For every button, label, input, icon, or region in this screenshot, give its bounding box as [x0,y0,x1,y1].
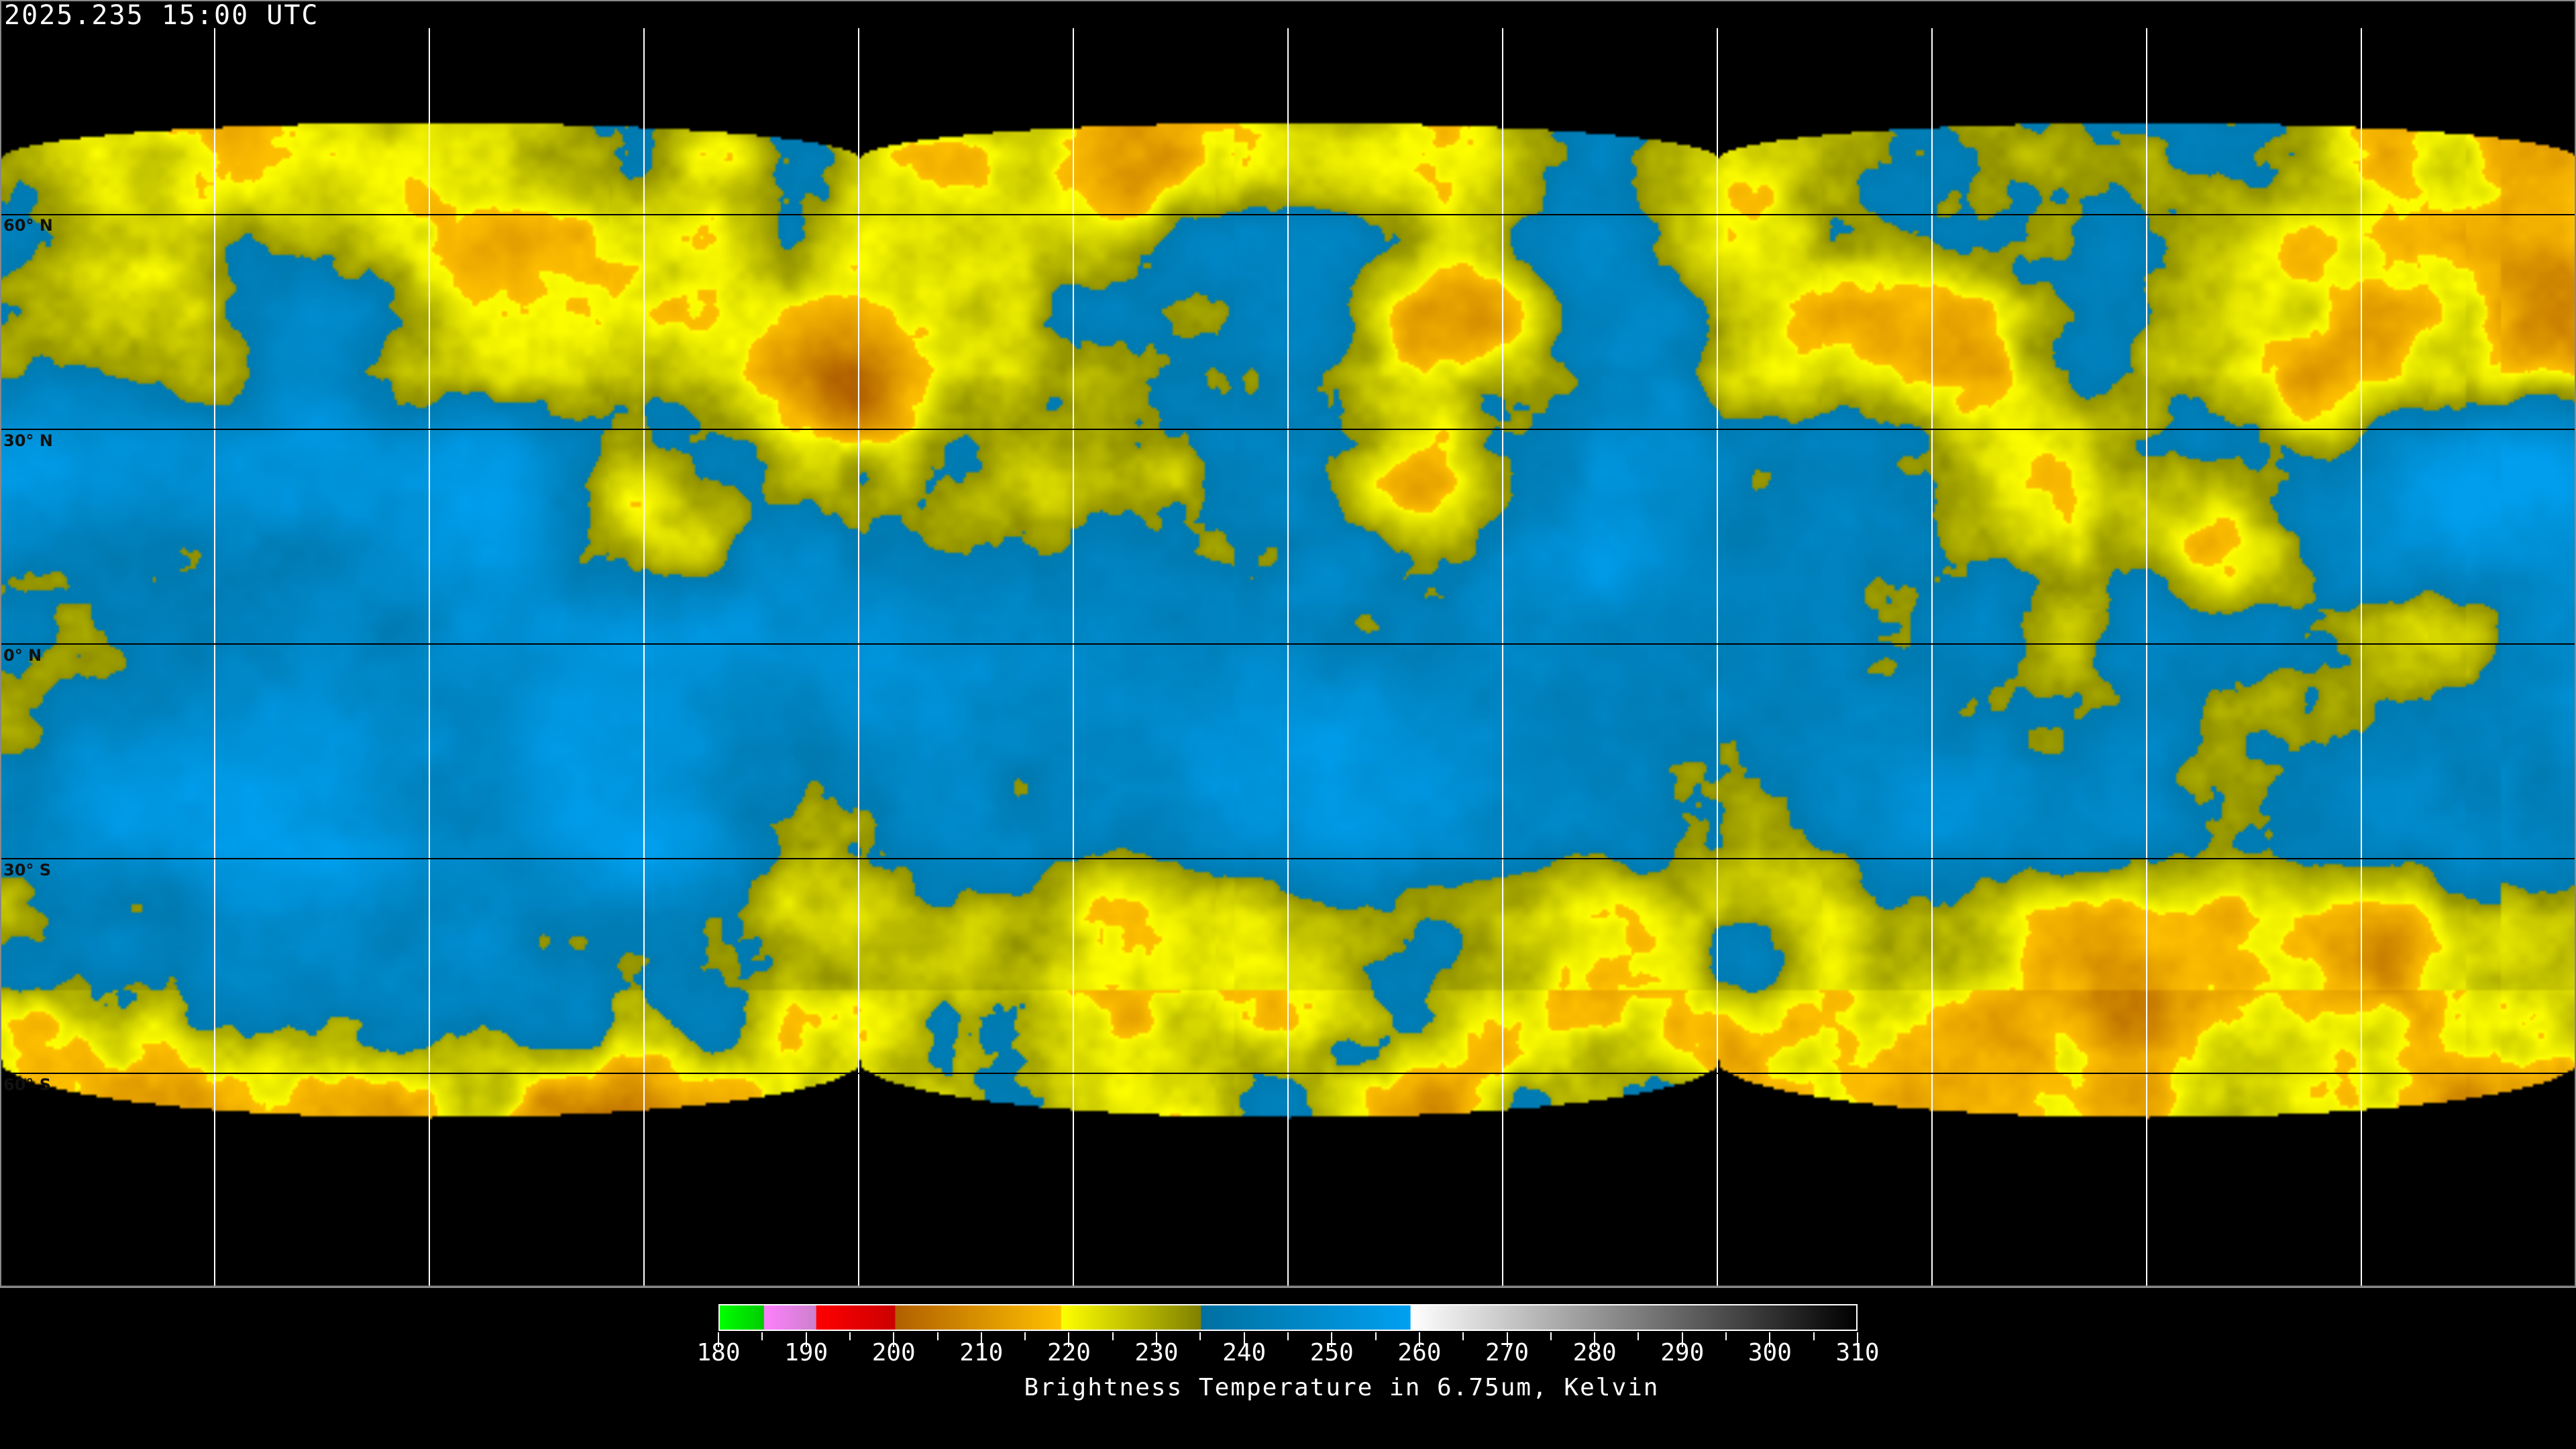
colorbar-tick [1199,1332,1201,1340]
colorbar-tick [1375,1332,1377,1340]
colorbar-tick [849,1332,851,1340]
colorbar-tick [718,1332,719,1347]
colorbar-tick [1331,1332,1333,1347]
lat-label-30s: 30° S [3,861,52,879]
colorbar-tick-label: 220 [1046,1339,1091,1366]
colorbar-tick-label: 270 [1485,1339,1529,1366]
timestamp: 2025.235 15:00 UTC [4,0,319,31]
colorbar-tick [761,1332,763,1340]
colorbar-tick [980,1332,982,1347]
colorbar [718,1304,1858,1331]
colorbar-title: Brightness Temperature in 6.75um, Kelvin [1024,1374,1660,1401]
colorbar-tick [1550,1332,1552,1340]
colorbar-tick-label: 250 [1309,1339,1354,1366]
colorbar-tick-label: 310 [1835,1339,1880,1366]
colorbar-tick-label: 240 [1222,1339,1267,1366]
colorbar-tick-label: 280 [1572,1339,1617,1366]
colorbar-tick-label: 300 [1748,1339,1792,1366]
colorbar-tick [1638,1332,1640,1340]
colorbar-tick [1506,1332,1508,1347]
colorbar-tick [1024,1332,1026,1340]
colorbar-tick [1418,1332,1420,1347]
lat-label-60n: 60° N [3,216,53,235]
colorbar-tick-label: 190 [784,1339,828,1366]
colorbar-tick-label: 290 [1660,1339,1705,1366]
colorbar-tick-label: 210 [959,1339,1004,1366]
colorbar-tick [1769,1332,1771,1347]
colorbar-tick [1594,1332,1596,1347]
colorbar-tick [1813,1332,1815,1340]
colorbar-title-row: Brightness Temperature in 6.75um, Kelvin [0,1374,2576,1401]
colorbar-tick-label: 200 [871,1339,916,1366]
colorbar-tick [1112,1332,1114,1340]
colorbar-tick [936,1332,938,1340]
colorbar-tick [1287,1332,1289,1340]
colorbar-tick [1156,1332,1158,1347]
lat-label-60s: 60° S [3,1075,52,1094]
lat-label-0: 0° N [3,646,42,665]
colorbar-tick [893,1332,895,1347]
colorbar-tick [1243,1332,1245,1347]
colorbar-tick-label: 230 [1134,1339,1179,1366]
colorbar-tick [1857,1332,1858,1347]
colorbar-tick-label: 180 [696,1339,741,1366]
colorbar-tick [1462,1332,1464,1340]
colorbar-tick-label: 260 [1397,1339,1442,1366]
colorbar-tick [1681,1332,1683,1347]
lat-label-30n: 30° N [3,431,53,450]
lat-lon-grid [0,28,2576,1288]
colorbar-tick [1725,1332,1727,1340]
colorbar-tick [805,1332,807,1347]
colorbar-tick [1068,1332,1070,1347]
